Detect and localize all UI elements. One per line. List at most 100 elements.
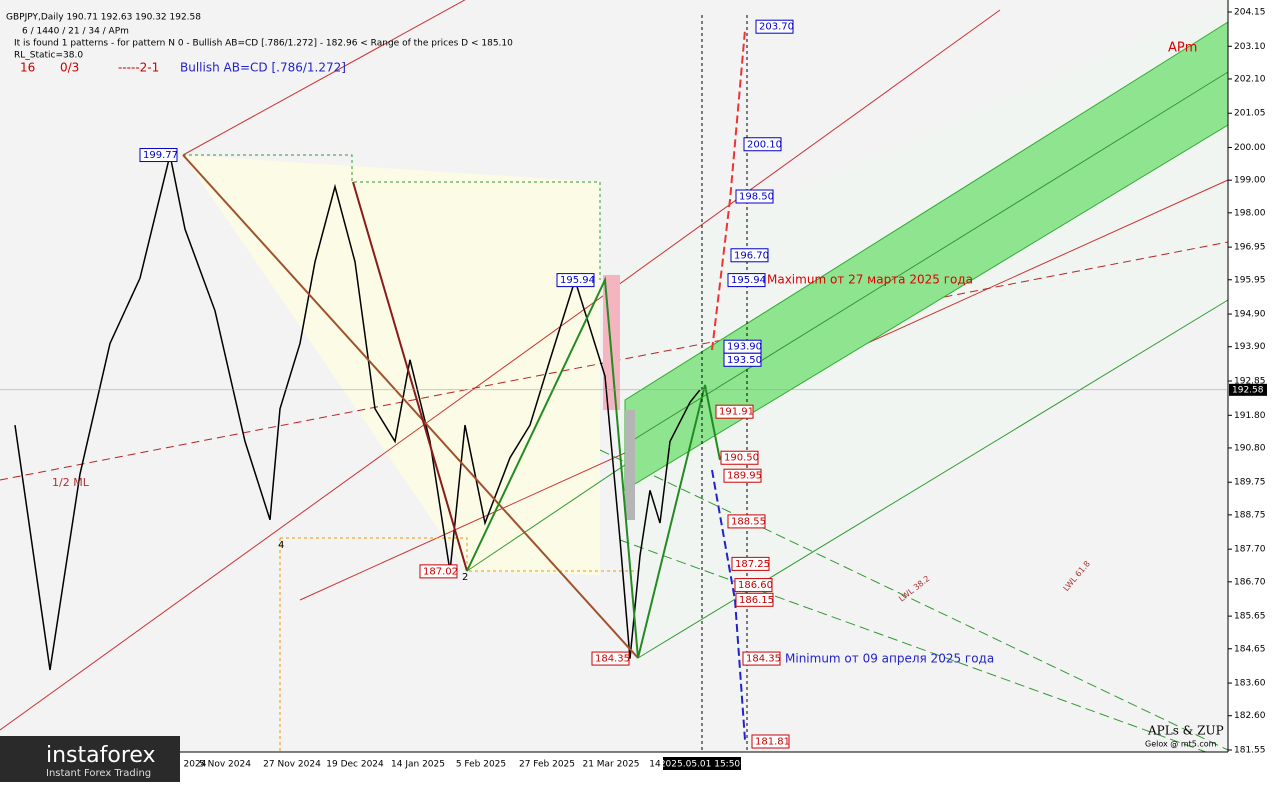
level-label: 181.81 <box>755 737 790 748</box>
annotation: 1/2 ML <box>52 476 90 489</box>
level-label: 190.50 <box>724 453 759 464</box>
logo-box <box>0 736 180 782</box>
annotation: 4 <box>278 540 284 551</box>
credit: Gelox @ mt5.com <box>1145 740 1217 749</box>
level-label: 188.55 <box>731 516 766 527</box>
current-price-label: 192.58 <box>1232 385 1264 395</box>
level-box <box>591 651 630 666</box>
logo-title: instaforex <box>46 743 156 768</box>
y-tick-label: 196.95 <box>1234 243 1266 253</box>
y-tick-label: 198.00 <box>1234 208 1266 218</box>
trend-line <box>352 181 468 572</box>
level-box <box>139 148 178 163</box>
level-box <box>743 137 782 152</box>
zone-rect <box>625 410 635 520</box>
y-tick-label: 201.05 <box>1234 109 1266 119</box>
projection-down <box>711 469 746 741</box>
price-line <box>14 154 701 671</box>
level-label: 184.35 <box>595 654 630 665</box>
level-label: 199.77 <box>143 150 178 161</box>
level-box <box>755 19 794 34</box>
y-tick-label: 183.60 <box>1234 679 1266 689</box>
y-tick-label: 199.00 <box>1234 176 1266 186</box>
info-line: RL_Static=38.0 <box>14 51 83 61</box>
info-line: 6 / 1440 / 21 / 34 / APm <box>22 27 129 37</box>
level-box <box>419 564 458 579</box>
x-tick-label: 14 Jan 2025 <box>391 760 445 770</box>
credit: APLs & ZUP <box>1147 724 1224 738</box>
level-label: 200.10 <box>747 139 782 150</box>
y-tick-label: 200.00 <box>1234 143 1266 153</box>
level-box <box>735 189 774 204</box>
level-label: 186.15 <box>739 595 774 606</box>
x-tick-label: 14 <box>649 760 661 770</box>
level-label: 195.94 <box>560 275 595 286</box>
projection-up <box>711 29 746 351</box>
x-tick-label: 5 Feb 2025 <box>456 760 506 770</box>
pattern-zone <box>183 155 600 575</box>
level-box <box>723 468 762 483</box>
level-label: 187.25 <box>735 559 770 570</box>
x-tick-label: 27 Nov 2024 <box>263 760 321 770</box>
level-box <box>727 514 766 529</box>
level-label: 193.50 <box>727 355 762 366</box>
level-label: 191.91 <box>719 407 754 418</box>
y-tick-label: 192.85 <box>1234 377 1266 387</box>
x-tick-label: 5 Nov 2024 <box>199 760 251 770</box>
y-tick-label: 189.75 <box>1234 478 1266 488</box>
level-label: 186.60 <box>738 580 773 591</box>
current-price-box <box>1229 383 1267 396</box>
annotation: 2 <box>462 572 468 583</box>
x-axis-bar <box>0 752 1275 782</box>
guide-line <box>183 154 601 280</box>
level-label: 195.94 <box>731 275 766 286</box>
status: -----2-1 <box>118 61 159 75</box>
annotation: Maximum от 27 марта 2025 года <box>767 273 973 287</box>
corner-label: APm <box>1168 41 1197 56</box>
level-label: 196.70 <box>734 250 769 261</box>
x-tick-label: 2024 <box>184 760 207 770</box>
status: 16 <box>20 61 35 75</box>
level-box <box>730 248 769 263</box>
x-tick-label: 19 Dec 2024 <box>326 760 384 770</box>
level-box <box>734 578 773 593</box>
x-tick-label: 21 Mar 2025 <box>582 760 639 770</box>
y-tick-label: 204.15 <box>1234 8 1266 18</box>
level-box <box>731 556 770 571</box>
level-box <box>735 592 774 607</box>
y-tick-label: 181.55 <box>1234 746 1266 756</box>
level-box <box>556 273 595 288</box>
level-label: 184.35 <box>746 654 781 665</box>
y-tick-label: 186.70 <box>1234 577 1266 587</box>
x-tick-label: 27 Feb 2025 <box>519 760 575 770</box>
y-tick-label: 202.10 <box>1234 74 1266 84</box>
level-label: 187.02 <box>423 566 458 577</box>
y-tick-label: 193.90 <box>1234 342 1266 352</box>
y-tick-label: 191.80 <box>1234 411 1266 421</box>
y-tick-label: 190.80 <box>1234 443 1266 453</box>
level-box <box>723 352 762 367</box>
level-label: 203.70 <box>759 22 794 33</box>
level-box <box>720 450 759 465</box>
trend-line <box>182 154 639 659</box>
y-tick-label: 184.65 <box>1234 644 1266 654</box>
y-tick-label: 187.70 <box>1234 545 1266 555</box>
level-box <box>742 651 781 666</box>
level-label: 198.50 <box>739 192 774 203</box>
y-tick-label: 195.95 <box>1234 275 1266 285</box>
annotation: Minimum от 09 апреля 2025 года <box>785 652 994 666</box>
status: 0/3 <box>60 61 79 75</box>
level-label: 193.90 <box>727 342 762 353</box>
level-box <box>751 734 790 749</box>
y-tick-label: 194.90 <box>1234 310 1266 320</box>
y-tick-label: 182.60 <box>1234 711 1266 721</box>
header: GBPJPY,Daily 190.71 192.63 190.32 192.58 <box>6 13 201 23</box>
channel-line <box>619 539 1229 761</box>
y-tick-label: 185.65 <box>1234 612 1266 622</box>
y-tick-label: 188.75 <box>1234 510 1266 520</box>
cursor-date-box <box>663 757 741 770</box>
y-axis-bar <box>1228 0 1275 752</box>
